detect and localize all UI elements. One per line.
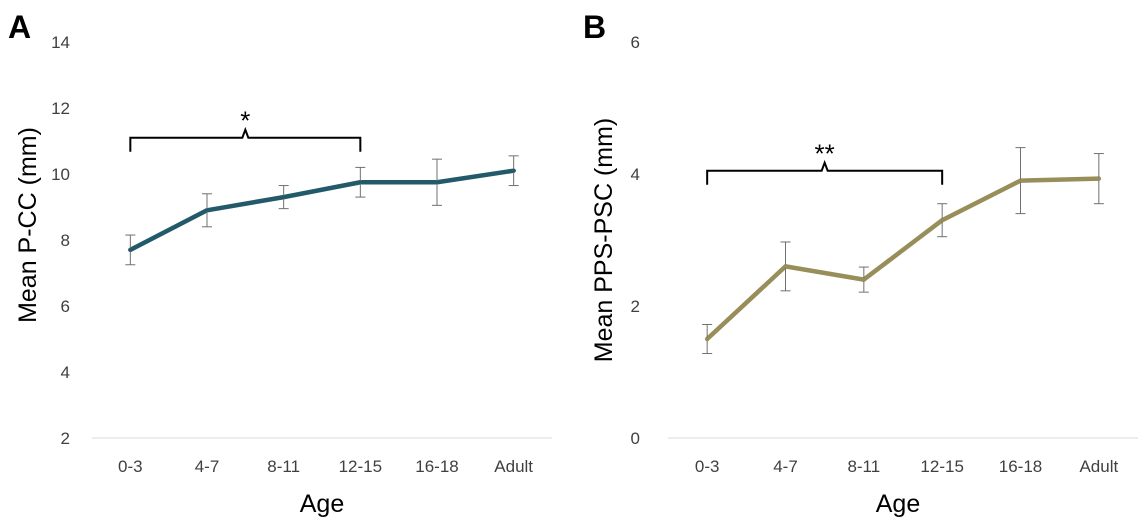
data-point	[862, 278, 866, 282]
x-tick-label: 0-3	[695, 457, 720, 476]
y-axis-title-a: Mean P-CC (mm)	[14, 127, 42, 323]
data-point	[784, 264, 787, 268]
y-axis-title-b: Mean PPS-PSC (mm)	[590, 118, 618, 362]
data-point	[512, 169, 516, 173]
bracket-line	[706, 159, 944, 185]
data-point	[705, 337, 709, 341]
y-tick-label: 2	[61, 429, 70, 448]
x-axis-ticks-a: 0-3 4-7 8-11 12-15 16-18 Adult	[118, 457, 533, 476]
y-tick-label: 8	[61, 231, 70, 250]
x-tick-label: 4-7	[195, 457, 220, 476]
x-tick-label: 12-15	[339, 457, 382, 476]
x-axis-ticks-b: 0-3 4-7 8-11 12-15 16-18 Adult	[695, 457, 1119, 476]
data-point	[1097, 177, 1101, 181]
y-tick-label: 14	[51, 33, 70, 52]
y-axis-ticks-a: 2 4 6 8 10 12 14	[51, 33, 70, 448]
series-line	[704, 176, 1102, 342]
y-tick-label: 4	[61, 363, 70, 382]
data-point	[940, 218, 944, 222]
x-tick-label: 4-7	[773, 457, 798, 476]
significance-bracket-b: **	[706, 139, 944, 185]
significance-bracket-a: *	[129, 106, 362, 152]
data-point	[205, 208, 209, 212]
data-point	[282, 195, 286, 199]
panel-label-a: A	[8, 9, 31, 45]
series-line	[128, 168, 516, 253]
x-tick-label: 16-18	[999, 457, 1042, 476]
data-point	[435, 180, 439, 184]
y-axis-ticks-b: 0 2 4 6	[631, 33, 640, 448]
x-tick-label: 0-3	[118, 457, 143, 476]
plot-area-b	[668, 147, 1138, 439]
x-tick-label: 8-11	[267, 457, 300, 476]
x-tick-label: Adult	[1079, 457, 1118, 476]
plot-area-a	[92, 155, 552, 439]
panel-label-b: B	[583, 9, 606, 45]
y-tick-label: 4	[631, 165, 640, 184]
x-tick-label: 8-11	[847, 457, 880, 476]
y-tick-label: 0	[631, 429, 640, 448]
data-point	[128, 248, 132, 252]
y-tick-label: 10	[51, 165, 70, 184]
x-axis-title-b: Age	[876, 490, 920, 518]
y-tick-label: 6	[61, 297, 70, 316]
x-tick-label: Adult	[494, 457, 533, 476]
x-tick-label: 12-15	[920, 457, 963, 476]
significance-stars: *	[240, 106, 250, 136]
bracket-line	[129, 126, 362, 152]
chart-panel-b: B Mean PPS-PSC (mm) Age 0 2 4 6 0-3 4-7 8-11 1…	[583, 9, 1138, 518]
significance-stars: **	[815, 139, 835, 169]
y-tick-label: 12	[51, 99, 70, 118]
data-point	[358, 180, 362, 184]
x-tick-label: 16-18	[415, 457, 458, 476]
x-axis-title-a: Age	[300, 490, 344, 518]
y-tick-label: 2	[631, 297, 640, 316]
data-point	[1019, 179, 1022, 183]
chart-panel-a: A Mean P-CC (mm) Age 2 4 6 8 10 12 14 0-3 4-7 8-…	[8, 9, 552, 518]
y-tick-label: 6	[631, 33, 640, 52]
